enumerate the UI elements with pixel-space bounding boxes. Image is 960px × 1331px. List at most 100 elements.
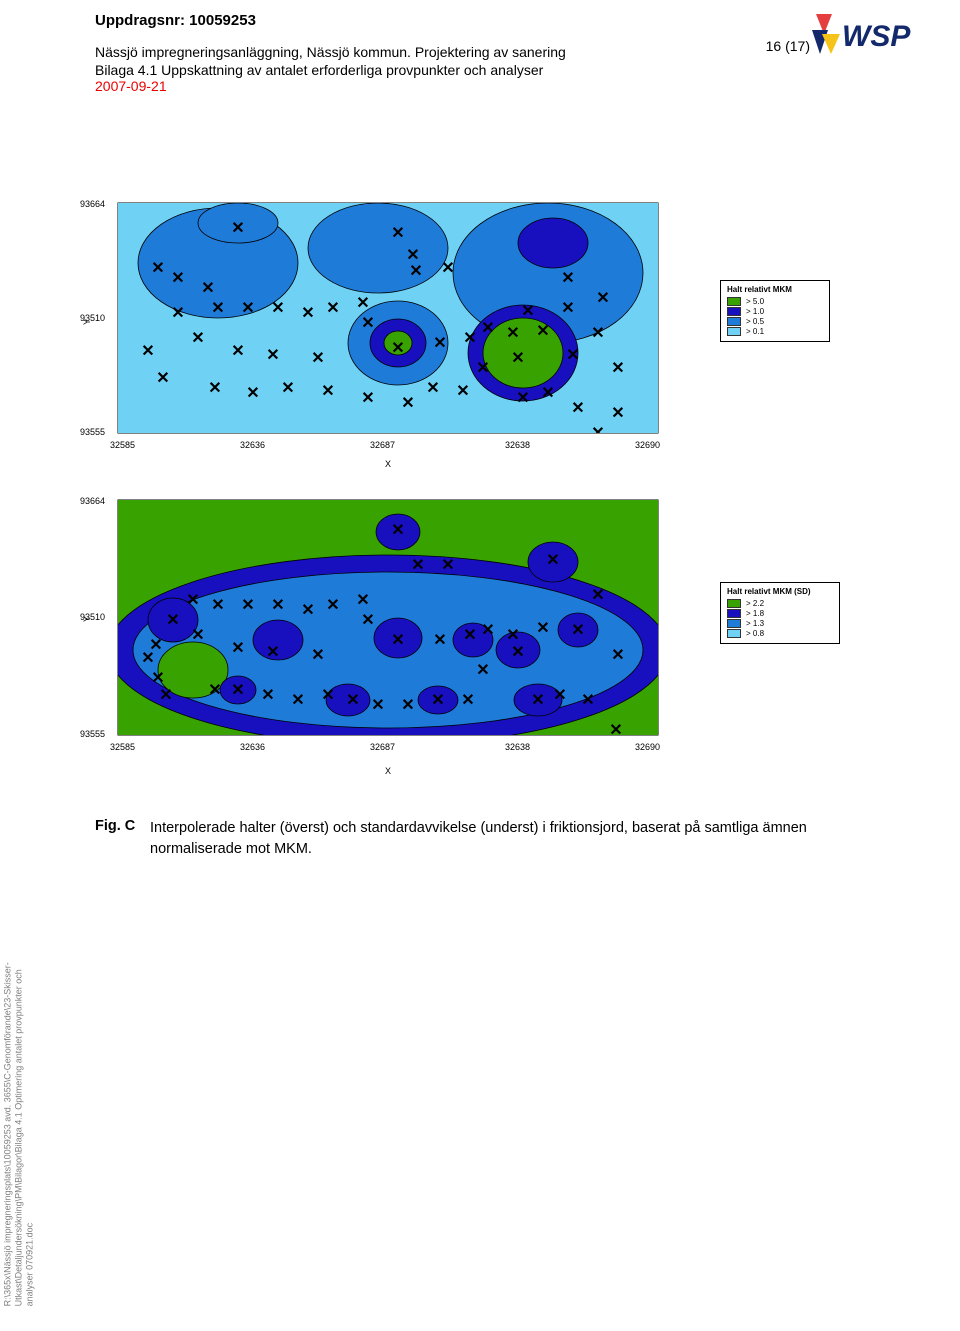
sample-marker: ✕ — [171, 268, 184, 288]
sample-marker: ✕ — [476, 660, 489, 680]
x-tick: 32687 — [370, 440, 395, 450]
x-tick: 32690 — [635, 742, 660, 752]
figure-text: Interpolerade halter (överst) och standa… — [150, 818, 865, 860]
y-tick: 93510 — [80, 612, 105, 622]
sample-marker: ✕ — [426, 378, 439, 398]
figures-container: Y X ✕✕✕✕✕✕✕✕✕✕✕✕✕✕✕✕✕✕✕✕✕✕✕✕✕✕✕✕✕✕✕✕✕✕✕✕… — [70, 195, 900, 799]
sample-marker: ✕ — [591, 423, 604, 433]
sample-marker: ✕ — [463, 328, 476, 348]
sample-marker: ✕ — [476, 358, 489, 378]
sample-marker: ✕ — [591, 323, 604, 343]
sample-marker: ✕ — [611, 403, 624, 423]
sample-marker: ✕ — [546, 550, 559, 570]
sample-marker: ✕ — [186, 590, 199, 610]
sample-marker: ✕ — [371, 695, 384, 715]
sample-marker: ✕ — [401, 393, 414, 413]
filepath-line: R:\365x\Nässjö impregneringsplats\100592… — [3, 962, 14, 1306]
sample-marker: ✕ — [356, 293, 369, 313]
x-tick: 32638 — [505, 742, 530, 752]
y-tick: 93664 — [80, 496, 105, 506]
svg-text:WSP: WSP — [842, 20, 911, 53]
legend-item: > 2.2 — [727, 599, 833, 608]
sample-marker: ✕ — [326, 595, 339, 615]
sample-marker: ✕ — [561, 268, 574, 288]
x-tick: 32690 — [635, 440, 660, 450]
sample-marker: ✕ — [171, 303, 184, 323]
svg-text:X: X — [385, 459, 391, 469]
sample-marker: ✕ — [159, 685, 172, 705]
sample-marker: ✕ — [246, 383, 259, 403]
sample-marker: ✕ — [463, 625, 476, 645]
sample-marker: ✕ — [571, 620, 584, 640]
sample-marker: ✕ — [261, 685, 274, 705]
filepath-line: analyser 070921.doc — [24, 962, 35, 1306]
sample-marker: ✕ — [511, 642, 524, 662]
sample-marker: ✕ — [391, 338, 404, 358]
x-tick: 32638 — [505, 440, 530, 450]
legend-item: > 0.5 — [727, 317, 823, 326]
legend-item: > 1.8 — [727, 609, 833, 618]
sample-marker: ✕ — [391, 223, 404, 243]
legend-bottom: Halt relativt MKM (SD)> 2.2> 1.8> 1.3> 0… — [720, 582, 840, 644]
x-tick: 32585 — [110, 440, 135, 450]
sample-marker: ✕ — [481, 318, 494, 338]
x-tick: 32687 — [370, 742, 395, 752]
sample-marker: ✕ — [271, 298, 284, 318]
sample-marker: ✕ — [208, 378, 221, 398]
x-tick: 32636 — [240, 440, 265, 450]
sample-marker: ✕ — [191, 625, 204, 645]
document-date: 2007-09-21 — [95, 78, 920, 94]
sample-marker: ✕ — [409, 261, 422, 281]
sample-marker: ✕ — [581, 690, 594, 710]
sample-marker: ✕ — [441, 555, 454, 575]
legend-item: > 0.1 — [727, 327, 823, 336]
sample-marker: ✕ — [456, 381, 469, 401]
sample-marker: ✕ — [361, 388, 374, 408]
sample-marker: ✕ — [433, 333, 446, 353]
sample-marker: ✕ — [211, 298, 224, 318]
sample-marker: ✕ — [566, 345, 579, 365]
sample-marker: ✕ — [361, 610, 374, 630]
sample-marker: ✕ — [511, 348, 524, 368]
wsp-logo: WSP — [810, 10, 920, 61]
legend-top: Halt relativt MKM> 5.0> 1.0> 0.5> 0.1 — [720, 280, 830, 342]
sample-marker: ✕ — [231, 341, 244, 361]
chart-bottom-stddev: Y X ✕✕✕✕✕✕✕✕✕✕✕✕✕✕✕✕✕✕✕✕✕✕✕✕✕✕✕✕✕✕✕✕✕✕✕✕… — [70, 492, 900, 777]
sample-marker: ✕ — [208, 680, 221, 700]
sample-marker: ✕ — [266, 345, 279, 365]
sample-marker: ✕ — [609, 720, 622, 735]
sample-marker: ✕ — [231, 638, 244, 658]
sample-marker: ✕ — [231, 680, 244, 700]
sample-marker: ✕ — [266, 642, 279, 662]
sample-marker: ✕ — [141, 648, 154, 668]
y-tick: 93664 — [80, 199, 105, 209]
sample-marker: ✕ — [561, 298, 574, 318]
sample-marker: ✕ — [481, 620, 494, 640]
legend-item: > 0.8 — [727, 629, 833, 638]
sample-marker: ✕ — [521, 301, 534, 321]
sample-marker: ✕ — [271, 595, 284, 615]
sample-marker: ✕ — [241, 595, 254, 615]
sample-marker: ✕ — [571, 398, 584, 418]
sample-marker: ✕ — [553, 685, 566, 705]
sample-marker: ✕ — [531, 690, 544, 710]
sample-marker: ✕ — [411, 555, 424, 575]
sample-marker: ✕ — [391, 520, 404, 540]
sample-marker: ✕ — [301, 600, 314, 620]
legend-item: > 1.3 — [727, 619, 833, 628]
sample-marker: ✕ — [191, 328, 204, 348]
sample-marker: ✕ — [166, 610, 179, 630]
page-number: 16 (17) — [766, 38, 810, 54]
sample-marker: ✕ — [611, 358, 624, 378]
sample-marker: ✕ — [346, 690, 359, 710]
sample-marker: ✕ — [433, 630, 446, 650]
sample-marker: ✕ — [211, 595, 224, 615]
sample-marker: ✕ — [201, 278, 214, 298]
sample-marker: ✕ — [596, 288, 609, 308]
chart-top-plot: ✕✕✕✕✕✕✕✕✕✕✕✕✕✕✕✕✕✕✕✕✕✕✕✕✕✕✕✕✕✕✕✕✕✕✕✕✕✕✕✕… — [118, 203, 658, 433]
sample-marker: ✕ — [506, 323, 519, 343]
sample-marker: ✕ — [241, 298, 254, 318]
sample-marker: ✕ — [516, 388, 529, 408]
sample-marker: ✕ — [541, 383, 554, 403]
filepath-line: Utkast\Detaljundersökning\PM\Bilagor\Bil… — [13, 962, 24, 1306]
